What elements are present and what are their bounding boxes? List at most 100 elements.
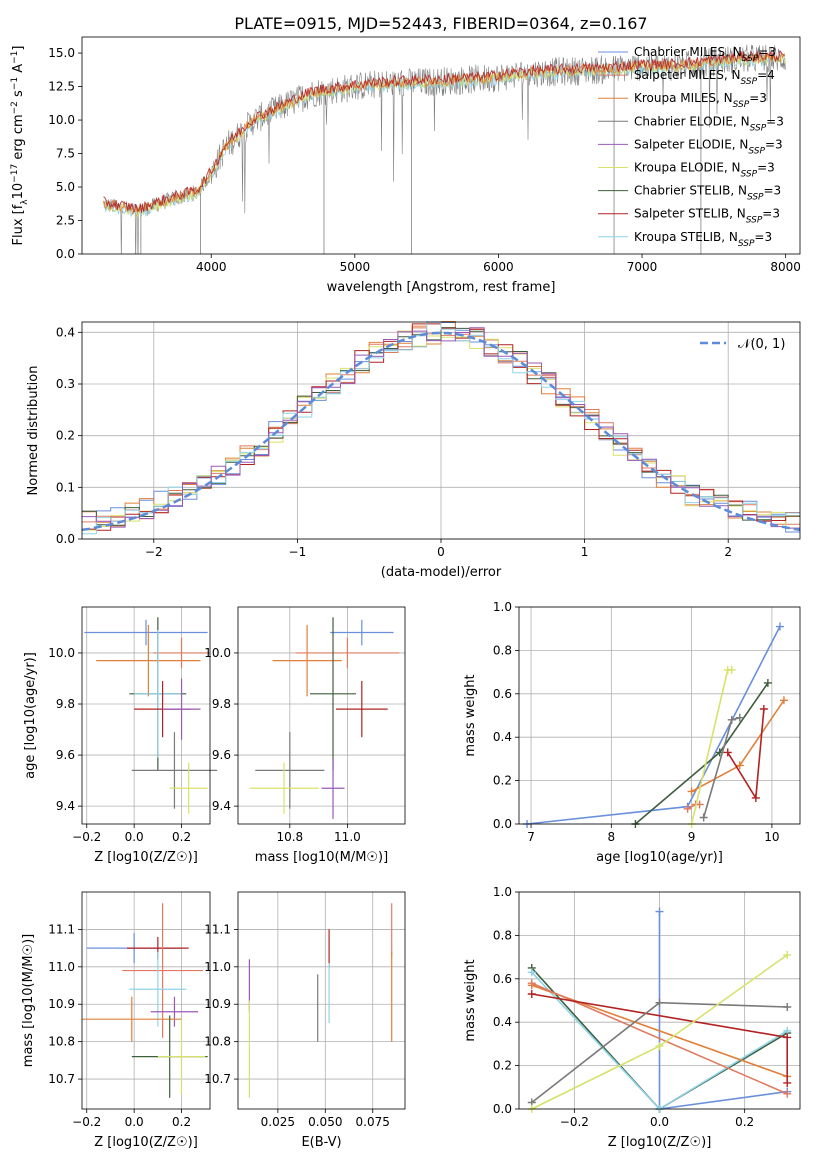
y-tick-label: 10.9 [204, 997, 231, 1011]
x-axis-label: mass [log10(M/M☉)] [255, 850, 388, 865]
y-tick-label: 10.0 [204, 646, 231, 660]
x-tick-label: 5000 [340, 260, 371, 274]
weight-line [658, 911, 788, 1110]
weight-marker [723, 748, 732, 757]
y-tick-label: 0.2 [493, 1059, 512, 1073]
weight-line [526, 626, 781, 825]
model-spectrum [103, 50, 786, 213]
legend-label: 𝒩(0, 1) [738, 337, 785, 352]
gaussian-curve [81, 331, 801, 532]
panel-5 [78, 892, 210, 1113]
x-tick-label: 1 [581, 545, 589, 559]
y-tick-label: 12.5 [48, 80, 75, 94]
y-axis-label: mass weight [463, 674, 478, 756]
axes-frame [518, 606, 801, 825]
spectrum-layer [103, 44, 786, 254]
y-tick-label: 0.2 [56, 429, 75, 443]
legend-label: Kroupa STELIB, NSSP=3 [634, 230, 772, 249]
panel-0 [78, 52, 787, 258]
legend-label: Salpeter ELODIE, NSSP=3 [634, 137, 783, 156]
legend-label: Salpeter STELIB, NSSP=3 [634, 207, 780, 226]
y-tick-label: 0.0 [493, 817, 512, 831]
y-tick-label: 9.6 [56, 748, 75, 762]
panel-6 [234, 892, 405, 1113]
weight-marker [527, 989, 536, 998]
x-tick-label: 11.0 [334, 830, 361, 844]
x-tick-label: 0.050 [308, 1115, 342, 1129]
x-tick-label: 0.0 [125, 830, 144, 844]
weight-marker [783, 1089, 792, 1098]
legend-label: Salpeter MILES, NSSP=4 [634, 68, 775, 87]
weight-line [690, 669, 732, 825]
weight-marker [527, 968, 536, 977]
y-tick-label: 0.8 [493, 643, 512, 657]
y-axis-label: mass [log10(M/M☉)] [21, 934, 36, 1067]
y-tick-label: 0.1 [56, 480, 75, 494]
y-tick-label: 9.4 [56, 799, 75, 813]
x-tick-label: 0.0 [125, 1115, 144, 1129]
y-axis-label: Normed distribution [26, 366, 41, 496]
x-tick-label: 9 [688, 830, 696, 844]
page-title: PLATE=0915, MJD=52443, FIBERID=0364, z=0… [234, 14, 647, 33]
y-tick-label: 9.4 [212, 799, 231, 813]
y-tick-label: 9.8 [56, 697, 75, 711]
y-tick-label: 10.0 [48, 113, 75, 127]
x-tick-label: −0.2 [72, 1115, 101, 1129]
y-tick-label: 10.7 [204, 1072, 231, 1086]
x-tick-label: 0 [437, 545, 445, 559]
y-tick-label: 0.4 [493, 1015, 512, 1029]
y-tick-label: 11.1 [204, 922, 231, 936]
y-tick-label: 5.0 [56, 180, 75, 194]
y-tick-label: 0.6 [493, 687, 512, 701]
x-tick-label: 7000 [627, 260, 658, 274]
weight-marker [783, 950, 792, 959]
y-tick-label: 9.6 [212, 748, 231, 762]
y-tick-label: 2.5 [56, 214, 75, 228]
weight-marker [783, 1003, 792, 1012]
x-tick-label: 6000 [483, 260, 514, 274]
y-tick-label: 9.8 [212, 697, 231, 711]
x-tick-label: 10.8 [276, 830, 303, 844]
y-axis-label: mass weight [463, 959, 478, 1041]
x-axis-label: age [log10(age/yr)] [596, 850, 723, 865]
x-axis-label: (data-model)/error [381, 565, 502, 580]
y-tick-label: 11.0 [204, 960, 231, 974]
panel-4 [515, 606, 800, 828]
y-tick-label: 15.0 [48, 46, 75, 60]
weight-marker [683, 804, 692, 813]
y-tick-label: 10.8 [204, 1035, 231, 1049]
x-tick-label: 2 [724, 545, 732, 559]
weight-marker [655, 1042, 664, 1051]
axes-frame [237, 891, 406, 1110]
x-tick-label: −1 [289, 545, 307, 559]
weight-marker [655, 998, 664, 1007]
x-tick-label: 7 [527, 830, 535, 844]
weight-marker [727, 715, 736, 724]
weight-marker [763, 678, 772, 687]
y-tick-label: 0.0 [493, 1102, 512, 1116]
x-tick-label: −2 [145, 545, 163, 559]
x-tick-label: −0.2 [72, 830, 101, 844]
y-axis-label: Flux [fλ10−17 erg cm−2 s−1 A−1] [10, 46, 30, 246]
legend-label: Kroupa MILES, NSSP=3 [634, 91, 767, 110]
y-tick-label: 7.5 [56, 147, 75, 161]
y-tick-label: 0.3 [56, 377, 75, 391]
y-tick-label: 10.7 [48, 1072, 75, 1086]
x-tick-label: 0.2 [172, 830, 191, 844]
weight-marker [655, 907, 664, 916]
weight-marker [783, 1033, 792, 1042]
x-tick-label: 8 [608, 830, 616, 844]
weight-line [727, 708, 765, 801]
legend-label: Chabrier ELODIE, NSSP=3 [634, 114, 784, 133]
weight-marker [751, 793, 760, 802]
y-tick-label: 0.6 [493, 972, 512, 986]
x-tick-label: 10 [764, 830, 779, 844]
y-tick-label: 0.4 [56, 325, 75, 339]
y-tick-label: 1.0 [493, 600, 512, 614]
weight-marker [735, 761, 744, 770]
weight-marker [687, 787, 696, 796]
axes-frame [81, 321, 801, 540]
panel-3 [234, 607, 405, 828]
weight-marker [783, 1078, 792, 1087]
y-tick-label: 0.8 [493, 928, 512, 942]
